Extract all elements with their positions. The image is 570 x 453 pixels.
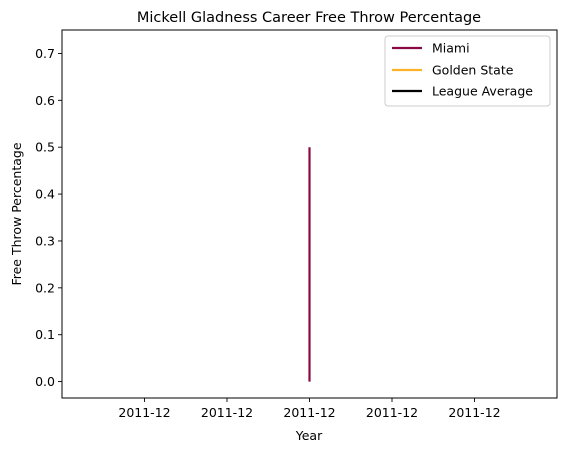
legend-label-golden-state: Golden State (432, 63, 514, 78)
chart-title: Mickell Gladness Career Free Throw Perce… (137, 10, 481, 26)
y-tick-label: 0.3 (35, 233, 55, 248)
y-tick-label: 0.1 (35, 327, 55, 342)
y-tick-label: 0.7 (35, 46, 55, 61)
legend: Miami Golden State League Average (384, 35, 551, 107)
y-tick-label: 0.4 (35, 187, 55, 202)
y-tick-label: 0.5 (35, 140, 55, 155)
x-axis-label: Year (295, 428, 323, 443)
x-tick-label: 2011-12 (366, 405, 418, 420)
x-tick-label: 2011-12 (201, 405, 253, 420)
y-tick-label: 0.0 (35, 374, 55, 389)
legend-label-miami: Miami (432, 41, 470, 56)
x-tick-label: 2011-12 (118, 405, 170, 420)
x-tick-label: 2011-12 (448, 405, 500, 420)
y-axis-label: Free Throw Percentage (9, 142, 24, 285)
y-tick-label: 0.2 (35, 280, 55, 295)
legend-label-league-average: League Average (432, 84, 533, 99)
x-axis: 2011-12 2011-12 2011-12 2011-12 2011-12 (118, 398, 501, 420)
y-tick-label: 0.6 (35, 93, 55, 108)
x-tick-label: 2011-12 (283, 405, 335, 420)
y-axis: 0.0 0.1 0.2 0.3 0.4 0.5 0.6 0.7 (35, 46, 62, 389)
legend-box (384, 35, 551, 107)
